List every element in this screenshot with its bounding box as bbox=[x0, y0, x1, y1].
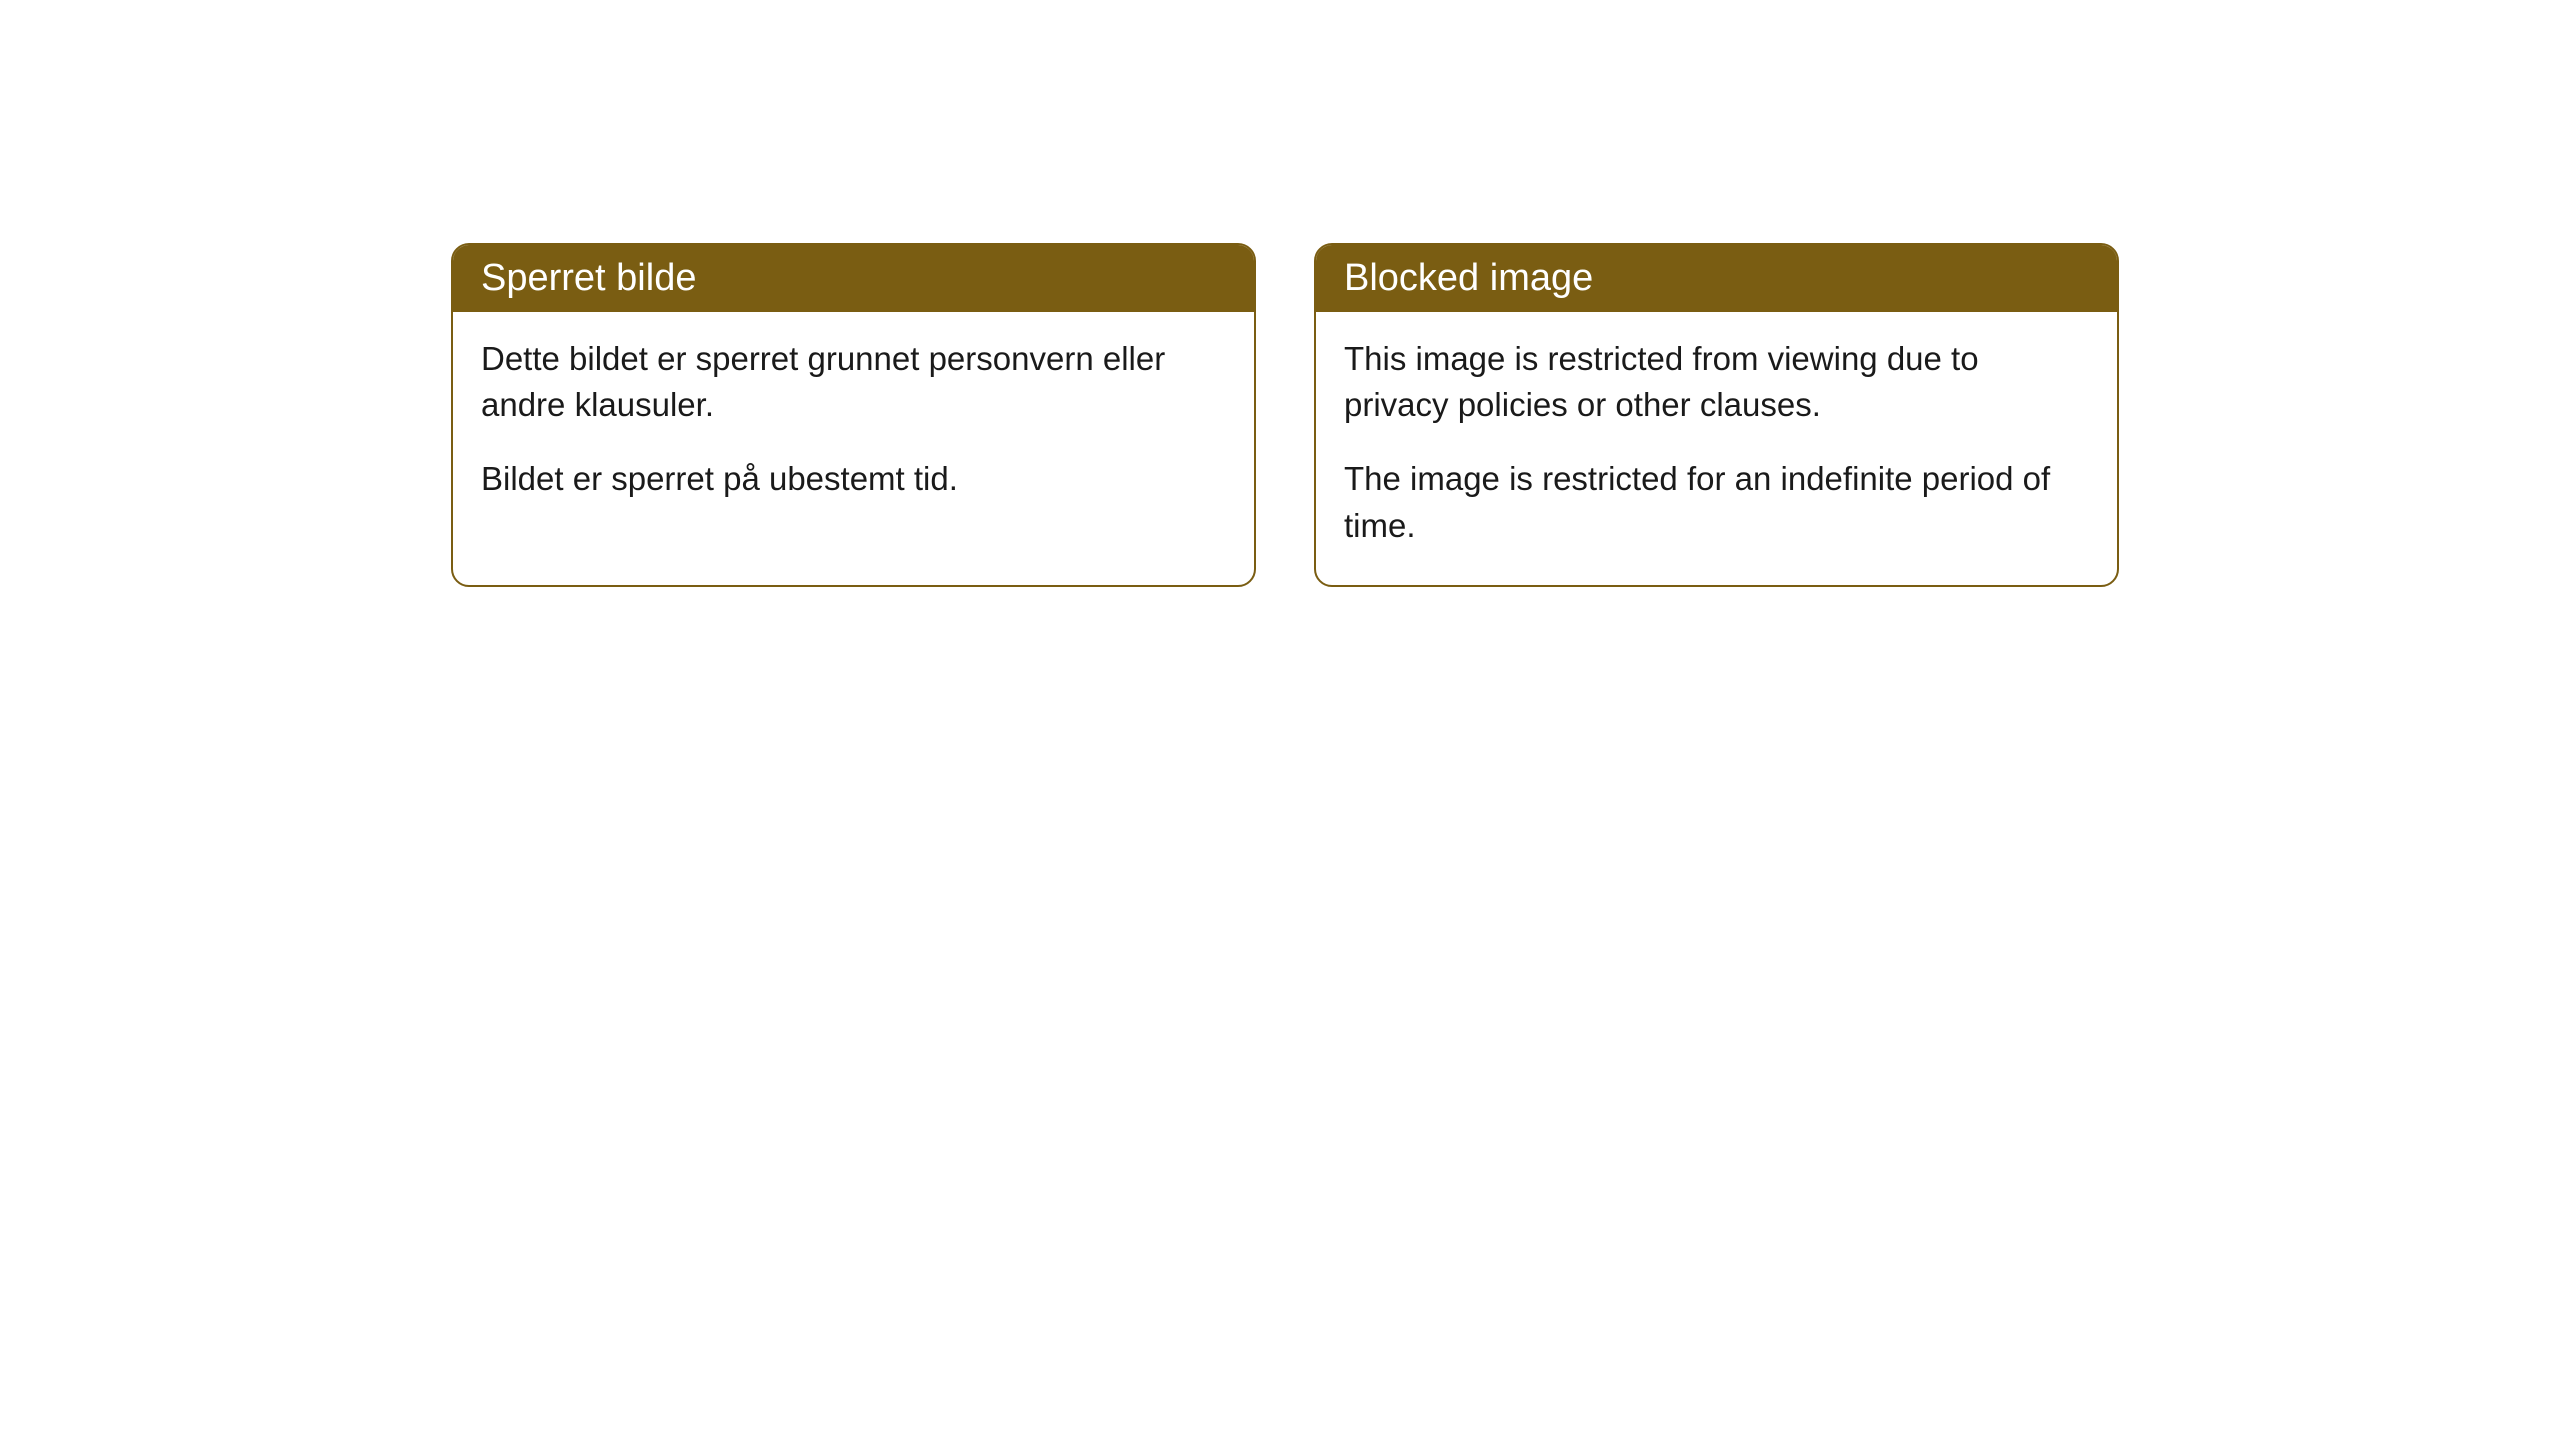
card-paragraph2-norwegian: Bildet er sperret på ubestemt tid. bbox=[481, 456, 1226, 502]
card-body-english: This image is restricted from viewing du… bbox=[1316, 312, 2117, 585]
blocked-image-card-english: Blocked image This image is restricted f… bbox=[1314, 243, 2119, 587]
card-title-english: Blocked image bbox=[1344, 257, 1593, 299]
card-paragraph2-english: The image is restricted for an indefinit… bbox=[1344, 456, 2089, 548]
card-title-norwegian: Sperret bilde bbox=[481, 257, 696, 299]
card-paragraph1-english: This image is restricted from viewing du… bbox=[1344, 336, 2089, 428]
card-header-english: Blocked image bbox=[1316, 245, 2117, 312]
blocked-image-card-norwegian: Sperret bilde Dette bildet er sperret gr… bbox=[451, 243, 1256, 587]
cards-container: Sperret bilde Dette bildet er sperret gr… bbox=[451, 243, 2119, 587]
card-header-norwegian: Sperret bilde bbox=[453, 245, 1254, 312]
card-paragraph1-norwegian: Dette bildet er sperret grunnet personve… bbox=[481, 336, 1226, 428]
card-body-norwegian: Dette bildet er sperret grunnet personve… bbox=[453, 312, 1254, 539]
